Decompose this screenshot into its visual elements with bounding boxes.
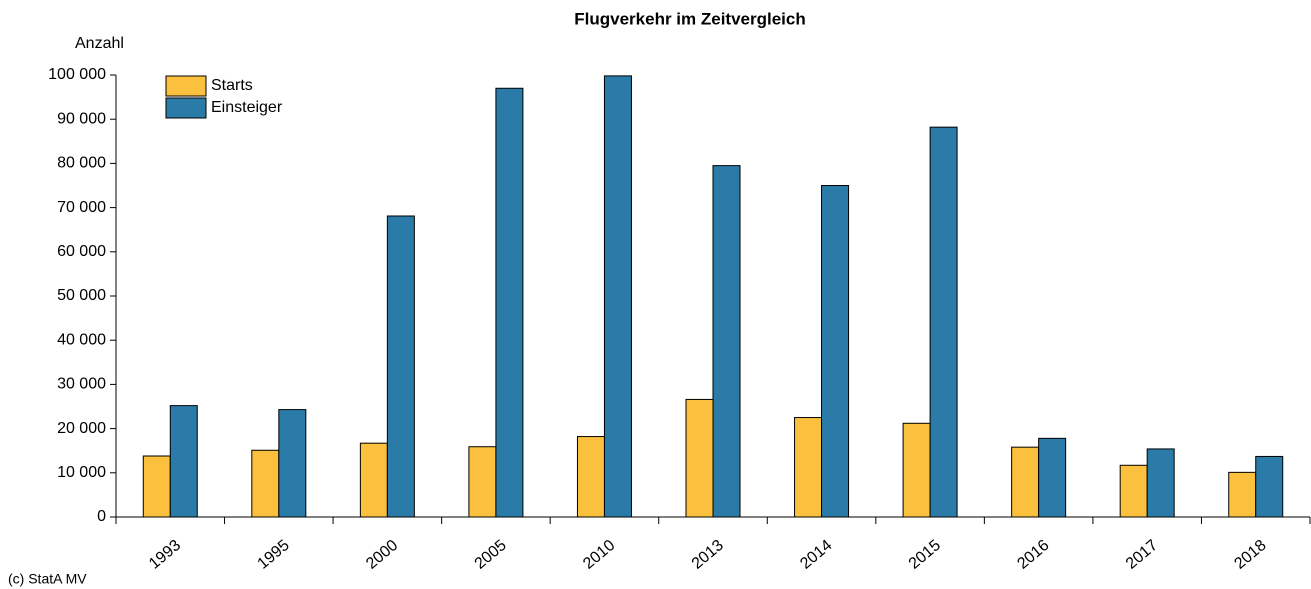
bar xyxy=(929,126,958,518)
x-tick-label: 2016 xyxy=(1014,537,1052,573)
source-note: (c) StatA MV xyxy=(8,571,87,587)
x-tick-label: 2018 xyxy=(1231,537,1269,573)
y-tick-label: 0 xyxy=(97,508,106,525)
x-tick-label: 2015 xyxy=(906,537,944,573)
y-tick-label: 90 000 xyxy=(57,110,106,127)
x-tick-label: 2000 xyxy=(363,537,401,573)
bar xyxy=(386,215,415,518)
bar xyxy=(1119,464,1148,518)
bar xyxy=(142,455,171,518)
x-tick-label: 1995 xyxy=(255,537,293,573)
bar xyxy=(1255,455,1284,518)
chart-title: Flugverkehr im Zeitvergleich xyxy=(574,9,805,28)
bar xyxy=(278,409,307,518)
bar xyxy=(821,185,850,518)
bar xyxy=(1228,471,1257,518)
x-tick-label: 2013 xyxy=(689,537,727,573)
y-tick-label: 80 000 xyxy=(57,155,106,172)
y-tick-label: 70 000 xyxy=(57,199,106,216)
x-tick-label: 2005 xyxy=(472,537,510,573)
bar xyxy=(794,417,823,518)
y-tick-label: 60 000 xyxy=(57,243,106,260)
legend-swatch xyxy=(165,75,207,97)
x-tick-label: 2010 xyxy=(580,537,618,573)
y-tick-label: 100 000 xyxy=(48,66,106,83)
bar xyxy=(685,398,714,518)
bar xyxy=(902,422,931,518)
bar xyxy=(359,442,388,518)
bar xyxy=(495,87,524,518)
y-axis-label: Anzahl xyxy=(75,35,124,52)
bar xyxy=(1011,446,1040,518)
x-tick-label: 2014 xyxy=(797,537,835,573)
y-tick-label: 10 000 xyxy=(57,464,106,481)
bar xyxy=(468,446,497,518)
y-tick-label: 50 000 xyxy=(57,287,106,304)
bar xyxy=(1146,448,1175,518)
bar xyxy=(576,436,605,518)
bar xyxy=(712,165,741,518)
x-tick-label: 1993 xyxy=(146,537,184,573)
bar xyxy=(251,449,280,518)
bar xyxy=(169,405,198,518)
bar xyxy=(1038,437,1067,518)
y-tick-label: 20 000 xyxy=(57,420,106,437)
y-tick-label: 40 000 xyxy=(57,331,106,348)
bar xyxy=(603,75,632,518)
y-tick-label: 30 000 xyxy=(57,376,106,393)
x-tick-label: 2017 xyxy=(1123,537,1161,573)
legend-swatch xyxy=(165,97,207,119)
legend-label: Einsteiger xyxy=(211,99,283,116)
legend-label: Starts xyxy=(211,77,253,94)
